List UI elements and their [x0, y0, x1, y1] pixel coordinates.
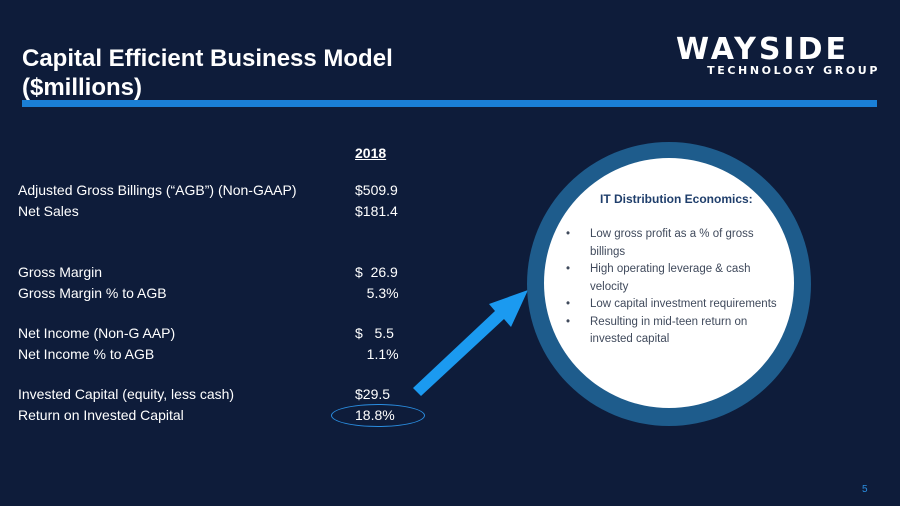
list-item: • Low capital investment requirements: [564, 296, 778, 314]
row-label: Gross Margin % to AGB: [18, 285, 167, 301]
bullet-icon: •: [566, 315, 571, 328]
list-item-text: Low capital investment requirements: [590, 298, 777, 310]
callout-bullet-list: • Low gross profit as a % of gross billin…: [564, 226, 778, 349]
table-row-net-sales: Net Sales $181.4: [18, 203, 418, 223]
list-item-text: Low gross profit as a % of gross billing…: [590, 228, 754, 258]
list-item: • Resulting in mid-teen return on investe…: [564, 314, 778, 349]
row-label: Net Income (Non-G AAP): [18, 325, 176, 341]
bullet-icon: •: [566, 263, 571, 275]
list-item-text: Resulting in mid-teen return on invested…: [590, 315, 748, 346]
table-row-net-income: Net Income (Non-G AAP) $ 5.5: [18, 325, 418, 345]
row-value: $ 26.9: [355, 264, 398, 280]
callout-title: IT Distribution Economics:: [600, 192, 753, 206]
table-row-gross-margin-pct: Gross Margin % to AGB 5.3%: [18, 285, 418, 305]
table-row-invested-capital: Invested Capital (equity, less cash) $29…: [18, 386, 418, 406]
logo-subtitle: TECHNOLOGY GROUP: [707, 64, 880, 77]
row-label: Adjusted Gross Billings (“AGB”) (Non-GAA…: [18, 182, 297, 198]
bullet-icon: •: [566, 298, 571, 310]
row-value: $29.5: [355, 386, 391, 402]
row-value: $181.4: [355, 203, 398, 219]
row-label: Return on Invested Capital: [18, 407, 184, 423]
logo-wordmark: WAYSIDE: [676, 32, 849, 67]
page-number: 5: [862, 484, 868, 495]
table-row-net-income-pct: Net Income % to AGB 1.1%: [18, 346, 418, 366]
table-row-agb: Adjusted Gross Billings (“AGB”) (Non-GAA…: [18, 182, 418, 202]
list-item-text: High operating leverage & cash velocity: [590, 263, 751, 293]
year-column-header: 2018: [355, 145, 387, 161]
table-row-gross-margin: Gross Margin $ 26.9: [18, 264, 418, 284]
list-item: • Low gross profit as a % of gross billin…: [564, 226, 778, 261]
list-item: • High operating leverage & cash velocity: [564, 261, 778, 296]
row-label: Invested Capital (equity, less cash): [18, 386, 235, 402]
row-value: 5.3%: [355, 285, 399, 301]
row-label: Net Income % to AGB: [18, 346, 155, 362]
callout-circle: [544, 158, 794, 408]
row-label: Net Sales: [18, 203, 79, 219]
header-divider: [22, 100, 877, 107]
roic-highlight-oval: [331, 404, 425, 427]
row-value: 1.1%: [355, 346, 399, 362]
row-label: Gross Margin: [18, 264, 103, 280]
slide-title: Capital Efficient Business Model ($milli…: [22, 44, 393, 102]
row-value: $509.9: [355, 182, 398, 198]
slide-title-line2: ($millions): [22, 74, 143, 101]
bullet-icon: •: [566, 228, 571, 240]
wayside-logo: WAYSIDE TECHNOLOGY GROUP: [676, 32, 880, 78]
row-value: $ 5.5: [355, 325, 394, 341]
slide-title-line1: Capital Efficient Business Model: [22, 45, 393, 72]
